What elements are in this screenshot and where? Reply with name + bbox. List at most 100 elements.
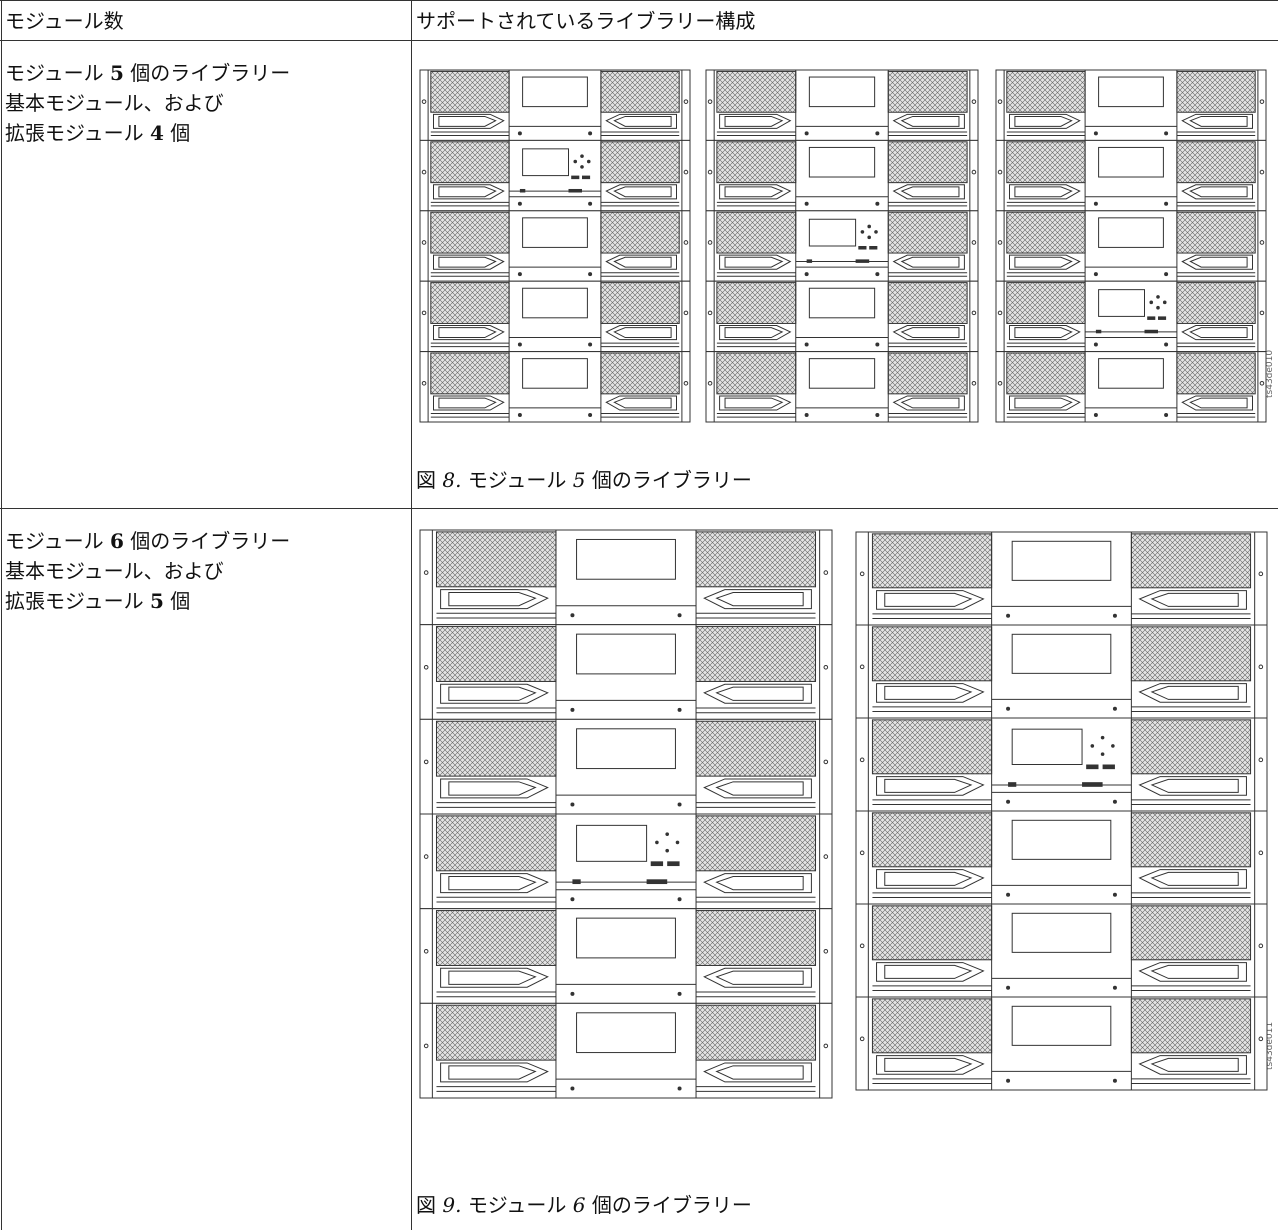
count: 5 [149,589,164,613]
handle [613,256,672,268]
library-frame [855,531,1268,1091]
handle [724,397,784,409]
handle [724,256,784,268]
screw [517,412,522,417]
mesh [430,70,510,113]
header-cell: モジュール数 [5,9,124,33]
mesh [1006,282,1086,324]
table-border [411,0,412,1230]
display [522,358,588,389]
table-border [1,0,2,1230]
display [576,917,676,959]
button [1102,764,1115,770]
mesh [1006,211,1086,254]
display [1011,912,1112,953]
handle [440,589,549,610]
display [576,824,648,862]
mesh [1130,998,1252,1054]
text: モジュール [467,1193,567,1217]
handle [1181,184,1253,200]
display [1011,1005,1112,1046]
screw [570,991,575,996]
display [1011,728,1083,765]
screw [875,201,880,206]
screw [804,342,809,347]
handle [884,685,973,700]
handle [440,1062,549,1083]
handle [1014,186,1073,198]
screw [588,272,593,277]
text: 個のライブラリー [130,61,291,85]
mesh [1176,70,1256,113]
knob [971,240,977,245]
handle [1189,256,1248,268]
io-slot [855,259,870,263]
mesh [871,905,993,961]
handle [719,254,792,270]
screw [1112,1078,1117,1083]
screw [1112,985,1117,990]
knob [823,664,829,670]
mesh [887,70,968,113]
knob [823,854,829,859]
knob [707,310,713,316]
handle [900,397,960,409]
handle [703,778,812,799]
io-slot [1082,782,1103,787]
display [1098,146,1164,178]
knob [1258,850,1264,856]
handle [1138,683,1247,703]
mesh [435,815,557,872]
handle [1150,685,1239,700]
handle [884,592,973,607]
mesh [435,720,557,777]
text: 基本モジュール、および [5,559,224,583]
mesh [716,352,797,395]
mesh [430,211,510,254]
display [1098,76,1164,108]
mesh [716,282,797,324]
handle [900,327,960,339]
screw [1112,706,1117,711]
nav-button [867,224,871,229]
screw [1093,201,1098,206]
nav-button [1111,744,1115,748]
screw [517,342,522,347]
knob [971,310,977,316]
knob [1259,99,1265,104]
handle [433,184,505,200]
screw [570,613,575,618]
text: 個のライブラリー [591,468,752,492]
knob [423,664,429,670]
cell-text: モジュール 6 個のライブラリー 基本モジュール、および 拡張モジュール 5 個 [5,526,290,616]
handle [884,871,973,886]
handle [715,781,804,796]
text: 6 [572,1193,586,1217]
handle [1181,254,1253,270]
screw [1112,799,1117,804]
mesh [600,70,680,113]
mesh [1176,211,1256,254]
knob [971,169,977,175]
handle [613,397,672,409]
screw [588,412,593,417]
handle [605,113,677,129]
screw [1164,272,1169,277]
handle [1014,397,1073,409]
screw [677,707,682,712]
nav-button [860,230,865,234]
mesh [1130,905,1252,961]
knob [1258,571,1264,577]
mesh [887,282,968,324]
text: 個のライブラリー [130,529,291,553]
knob [423,1043,429,1049]
screw [875,272,880,277]
mesh [887,141,968,184]
screw [1093,131,1098,136]
mesh [435,910,557,966]
handle [1014,327,1073,339]
display [1011,633,1112,674]
handle [433,395,505,411]
mesh [1176,352,1256,395]
handle [719,113,792,129]
